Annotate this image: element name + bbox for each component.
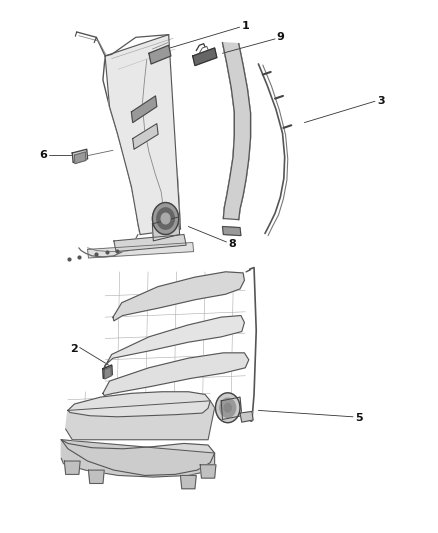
Circle shape xyxy=(152,203,179,235)
Polygon shape xyxy=(221,397,242,419)
Text: 9: 9 xyxy=(276,33,284,42)
Polygon shape xyxy=(88,470,104,483)
Polygon shape xyxy=(72,149,88,163)
Text: 5: 5 xyxy=(355,414,363,423)
Polygon shape xyxy=(223,227,241,236)
Polygon shape xyxy=(104,367,111,379)
Circle shape xyxy=(161,213,170,224)
Polygon shape xyxy=(131,96,157,123)
Circle shape xyxy=(215,393,240,423)
Text: 6: 6 xyxy=(39,150,47,159)
Polygon shape xyxy=(133,124,158,149)
Circle shape xyxy=(220,398,236,417)
Polygon shape xyxy=(61,440,215,475)
Polygon shape xyxy=(66,401,215,440)
Polygon shape xyxy=(113,272,244,321)
Polygon shape xyxy=(64,461,80,474)
Text: 3: 3 xyxy=(377,96,385,106)
Text: 8: 8 xyxy=(228,239,236,248)
Text: 2: 2 xyxy=(70,344,78,354)
Polygon shape xyxy=(180,475,196,489)
Polygon shape xyxy=(61,440,215,477)
Polygon shape xyxy=(149,45,171,64)
Polygon shape xyxy=(104,316,244,368)
Polygon shape xyxy=(103,353,249,395)
Text: 1: 1 xyxy=(241,21,249,30)
Polygon shape xyxy=(68,392,210,417)
Polygon shape xyxy=(223,43,251,220)
Polygon shape xyxy=(200,465,216,478)
Circle shape xyxy=(224,403,231,412)
Polygon shape xyxy=(240,411,253,422)
Polygon shape xyxy=(114,235,186,252)
Polygon shape xyxy=(193,48,217,66)
Polygon shape xyxy=(105,35,180,235)
Polygon shape xyxy=(152,217,180,241)
Circle shape xyxy=(157,208,174,229)
Polygon shape xyxy=(88,243,194,258)
Polygon shape xyxy=(74,152,86,164)
Polygon shape xyxy=(103,365,112,378)
